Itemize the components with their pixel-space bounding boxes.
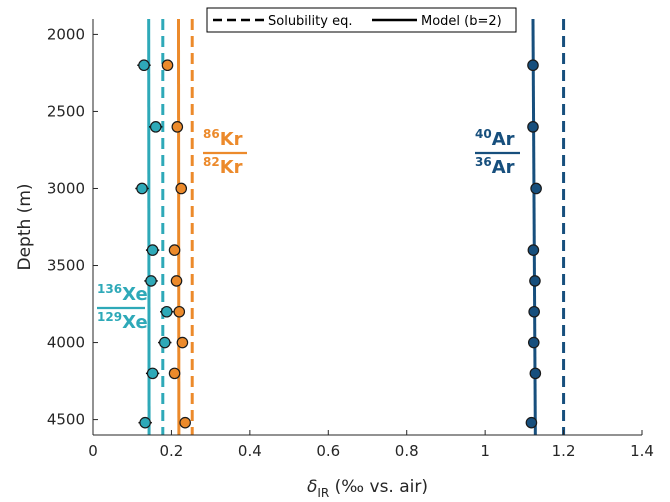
data-point-kr (179, 416, 191, 429)
model-line-ar (531, 18, 537, 436)
x-axis-label-symbol: δ (307, 477, 317, 497)
y-tick-label: 3000 (47, 179, 85, 197)
y-axis-label: Depth (m) (15, 183, 35, 270)
x-tick-label: 1.2 (552, 442, 576, 460)
ratio-denominator-element: Ar (492, 157, 515, 178)
data-point-kr (171, 121, 184, 133)
series-lines (147, 18, 566, 436)
ratio-denominator-mass: 129 (97, 310, 122, 324)
ratio-numerator: 136Xe (97, 282, 148, 305)
ratio-denominator: 36Ar (475, 155, 515, 178)
data-point-kr (175, 182, 188, 195)
ratio-denominator-element: Xe (122, 312, 148, 333)
data-point-xe (139, 416, 151, 429)
x-axis-label-units: (‰ vs. air) (329, 477, 428, 497)
data-point-kr (170, 275, 183, 287)
data-points (135, 59, 542, 429)
ratio-numerator: 40Ar (475, 127, 515, 150)
legend-label-model: Model (b=2) (421, 14, 502, 29)
data-point-xe (149, 121, 162, 133)
data-point-kr (173, 305, 186, 318)
axes: 0 0.2 0.4 0.6 0.8 1 1.2 1.4 2000 2500 3000 3500 4000… (15, 19, 654, 500)
data-point-ar (529, 275, 541, 287)
data-point-kr (176, 336, 189, 349)
x-tick-label: 0 (88, 442, 98, 460)
ratio-numerator-mass: 86 (203, 127, 220, 141)
data-point-ar (527, 121, 539, 133)
y-tick-label: 4000 (47, 334, 85, 352)
data-point-xe (136, 182, 148, 195)
ratio-numerator-element: Kr (220, 129, 243, 150)
data-point-xe (138, 59, 150, 72)
x-axis-label: δIR (‰ vs. air) (307, 477, 428, 500)
data-point-ar (530, 182, 542, 195)
y-tick-label: 2000 (47, 25, 85, 43)
x-tick-label: 0.4 (238, 442, 262, 460)
legend: Solubility eq. Model (b=2) (206, 7, 517, 33)
data-point-ar (528, 305, 540, 318)
ratio-numerator: 86Kr (203, 127, 243, 150)
data-point-xe (146, 244, 159, 256)
ratio-numerator-element: Ar (492, 129, 515, 150)
y-tick-label: 2500 (47, 102, 85, 120)
data-point-xe (145, 275, 157, 287)
ratio-numerator-mass: 40 (475, 127, 492, 141)
y-tick-label: 4500 (47, 411, 85, 429)
x-tick-label: 1.4 (630, 442, 654, 460)
data-point-kr (168, 244, 181, 256)
x-axis-label-subscript: IR (317, 486, 329, 500)
data-point-kr (168, 367, 181, 380)
ratio-numerator-mass: 136 (97, 282, 122, 296)
x-tick-label: 1 (480, 442, 490, 460)
ratio-denominator-mass: 82 (203, 155, 220, 169)
data-point-xe (158, 336, 171, 349)
data-point-kr (161, 59, 174, 72)
y-tick-label: 3500 (47, 257, 85, 275)
data-point-xe (146, 367, 159, 380)
data-point-ar (527, 244, 540, 256)
x-tick-label: 0.8 (395, 442, 419, 460)
ratio-numerator-element: Xe (122, 284, 148, 305)
x-tick-label: 0.2 (159, 442, 183, 460)
data-point-ar (527, 59, 539, 72)
ratio-denominator-mass: 36 (475, 155, 492, 169)
ratio-denominator: 82Kr (203, 155, 243, 178)
ratio-denominator-element: Kr (220, 157, 243, 178)
legend-label-solubility: Solubility eq. (268, 14, 352, 29)
data-point-ar (525, 416, 538, 429)
data-point-ar (529, 367, 542, 380)
x-tick-label: 0.6 (316, 442, 340, 460)
data-point-xe (160, 305, 173, 318)
ratio-denominator: 129Xe (97, 310, 148, 333)
data-point-ar (527, 336, 540, 349)
